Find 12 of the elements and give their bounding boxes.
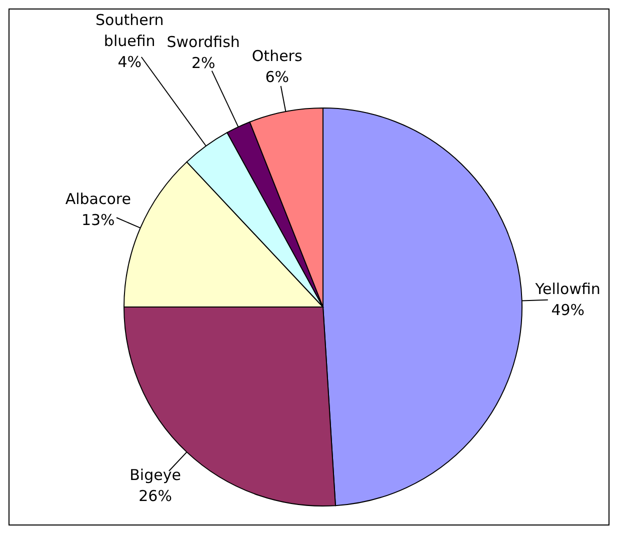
- data-label: 13%: [81, 211, 115, 230]
- slice-label: Albacore: [65, 190, 131, 208]
- slice-label: Swordfish: [166, 33, 240, 52]
- data-label: 6%: [265, 68, 289, 86]
- slice-label: Southern bluefin: [96, 10, 164, 50]
- data-label: 49%: [551, 300, 585, 319]
- slice-label: Yellowfin: [534, 280, 600, 298]
- slice-label: Others: [252, 46, 302, 65]
- data-label: 4%: [118, 52, 142, 71]
- data-label: 26%: [138, 487, 172, 506]
- slice-label: Bigeye: [130, 466, 181, 484]
- data-label: 2%: [191, 54, 216, 72]
